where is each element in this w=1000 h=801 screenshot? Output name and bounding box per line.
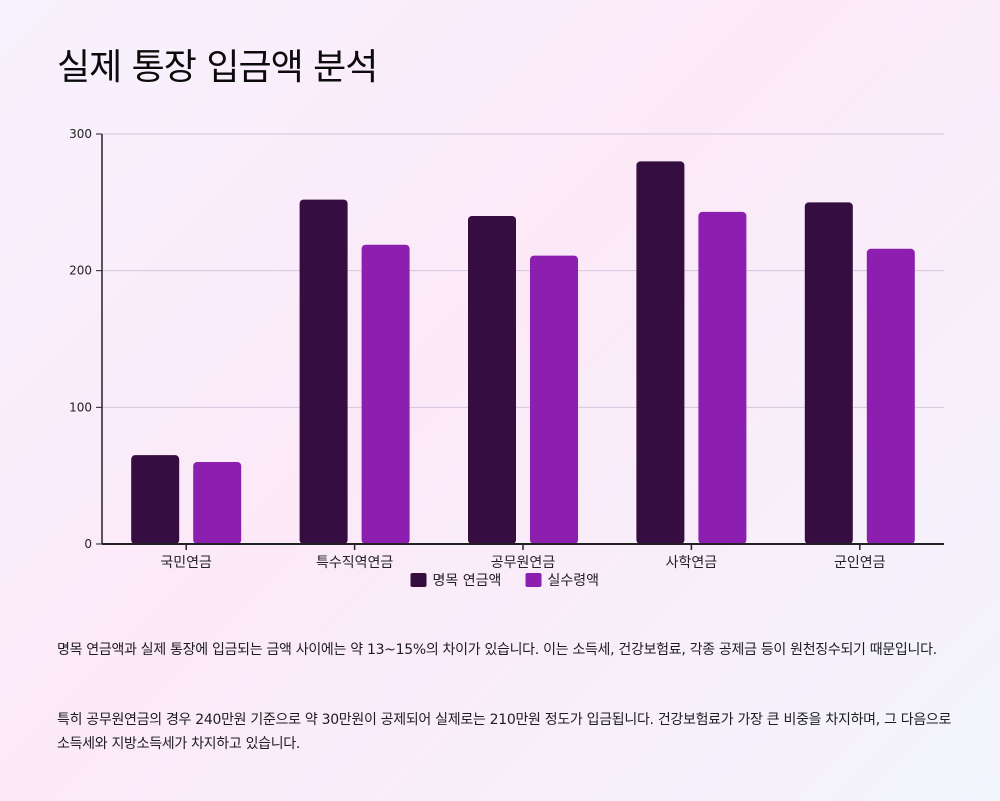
x-axis-ticks: 국민연금 특수직역연금 공무원연금 사학연금 군인연금 xyxy=(160,544,886,571)
x-tick-label: 군인연금 xyxy=(834,555,886,571)
bar xyxy=(193,462,242,544)
grid-lines xyxy=(102,133,944,408)
bar xyxy=(698,211,747,544)
description-paragraph: 명목 연금액과 실제 통장에 입금되는 금액 사이에는 약 13~15%의 차이… xyxy=(57,642,937,658)
bar xyxy=(530,255,578,544)
bars xyxy=(131,161,915,545)
page-title: 실제 통장 입금액 분석 xyxy=(57,47,378,88)
x-tick-label: 공무원연금 xyxy=(491,555,556,571)
y-tick-label: 0 xyxy=(84,537,92,551)
bar-chart: 0 100 200 300 국민연금 특수직역연금 공무원연금 사학연금 군인연금 명목 연금… xyxy=(69,127,944,589)
y-tick-label: 200 xyxy=(69,264,92,278)
bar xyxy=(131,455,180,544)
y-tick-label: 300 xyxy=(69,127,92,141)
legend-swatch xyxy=(410,573,427,587)
bar xyxy=(636,161,685,545)
bar xyxy=(866,248,915,545)
legend: 명목 연금액 실수령액 xyxy=(410,573,600,589)
y-tick-label: 100 xyxy=(69,400,92,414)
description-paragraph: 특히 공무원연금의 경우 240만원 기준으로 약 30만원이 공제되어 실제로… xyxy=(57,712,952,752)
bar xyxy=(299,199,348,544)
y-axis-ticks: 0 100 200 300 xyxy=(69,127,102,551)
bar xyxy=(804,202,853,545)
legend-swatch xyxy=(525,573,542,587)
x-tick-label: 특수직역연금 xyxy=(316,555,393,571)
bar xyxy=(361,244,410,544)
legend-label: 실수령액 xyxy=(548,573,600,589)
legend-label: 명목 연금액 xyxy=(433,573,502,589)
x-tick-label: 사학연금 xyxy=(666,555,718,571)
x-tick-label: 국민연금 xyxy=(160,555,212,571)
bar xyxy=(468,216,516,544)
